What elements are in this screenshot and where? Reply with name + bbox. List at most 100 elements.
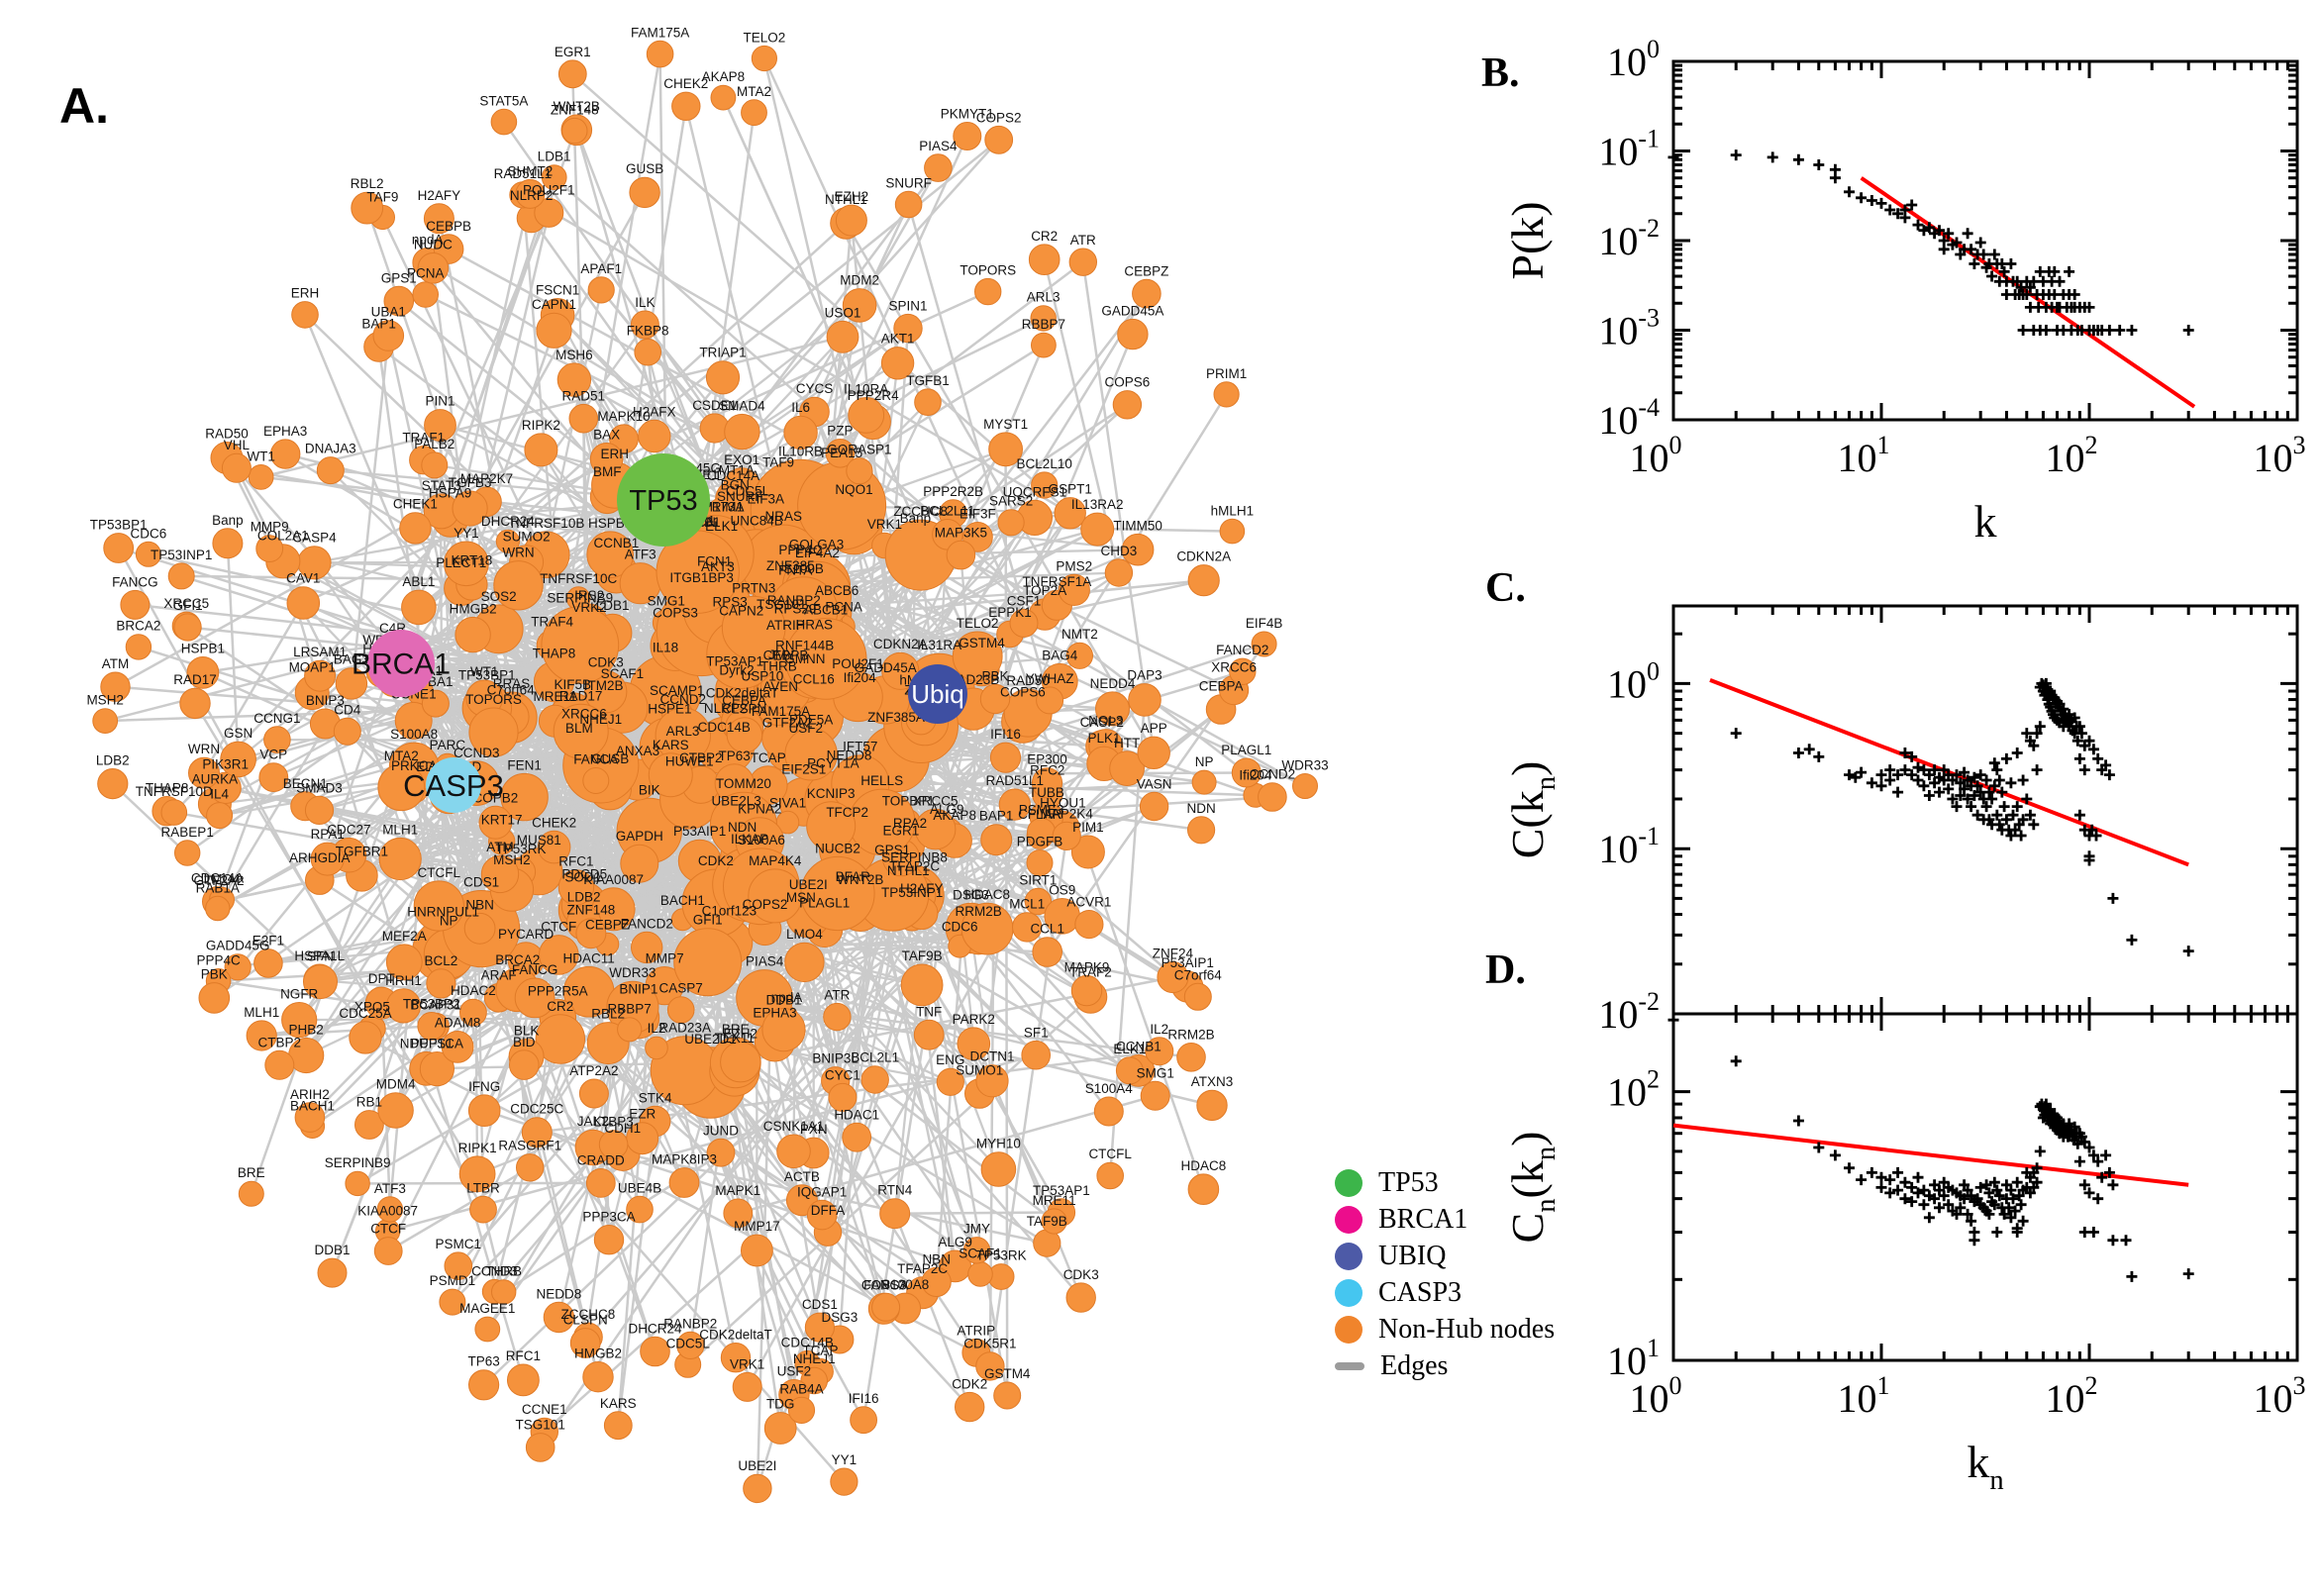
tick-label: 10-2 <box>1598 987 1660 1037</box>
axis-title: C(kn) <box>1502 761 1562 859</box>
network-node <box>881 651 920 690</box>
network-node <box>975 1064 1009 1098</box>
network-node <box>1030 305 1057 332</box>
network-node <box>1191 769 1217 795</box>
network-node <box>784 618 867 700</box>
network-node <box>589 443 624 476</box>
network-graph: TP53RKKIAA0087THAP8CDC14BDSG3NTHL1SNURFC… <box>86 25 1329 1504</box>
network-node <box>585 1168 616 1198</box>
network-node <box>586 531 635 579</box>
panel-a-label: A. <box>59 78 109 134</box>
network-node <box>167 562 195 590</box>
network-node <box>751 45 778 72</box>
network-node <box>914 388 942 417</box>
network-node <box>304 659 337 692</box>
network-node <box>467 1094 501 1127</box>
network-node <box>587 276 615 304</box>
network-node <box>413 880 464 932</box>
network-node <box>998 788 1031 821</box>
network-node <box>848 397 885 434</box>
legend-item: BRCA1 <box>1335 1201 1555 1238</box>
network-node <box>997 509 1025 537</box>
network-node <box>806 1199 838 1231</box>
network-node <box>253 948 283 978</box>
network-node <box>421 689 450 718</box>
network-node <box>1031 471 1059 499</box>
network-node <box>1137 736 1170 769</box>
legend-node-swatch <box>1335 1315 1363 1344</box>
network-node <box>952 631 1003 682</box>
legend-node-swatch <box>1335 1205 1363 1234</box>
legend-item: CASP3 <box>1335 1274 1555 1311</box>
network-node <box>419 1051 454 1087</box>
network-node <box>426 968 456 999</box>
tick-label: 100 <box>1607 656 1660 706</box>
network-node <box>1139 791 1169 822</box>
network-node <box>556 362 592 397</box>
network-node <box>724 413 760 450</box>
network-node <box>495 529 521 553</box>
network-node <box>913 1019 945 1050</box>
network-node <box>524 433 558 467</box>
network-node <box>962 1237 991 1264</box>
tick-label: 102 <box>2046 1371 2098 1421</box>
network-node <box>575 918 607 949</box>
network-node <box>826 320 859 353</box>
network-node <box>1140 1080 1170 1111</box>
network-node <box>561 117 588 145</box>
network-node <box>668 1167 700 1198</box>
network-node <box>1176 1043 1206 1072</box>
data-points <box>1667 150 2194 336</box>
network-node <box>537 830 571 864</box>
network-node <box>776 1134 811 1169</box>
network-node <box>806 801 857 851</box>
network-node <box>1074 910 1104 940</box>
network-node <box>378 837 422 881</box>
network-node <box>741 1234 773 1267</box>
network-node <box>286 586 321 620</box>
network-node <box>349 1021 382 1054</box>
legend-label: Edges <box>1380 1349 1449 1381</box>
network-node <box>879 1198 911 1230</box>
legend-label: TP53 <box>1378 1166 1439 1198</box>
network-node <box>423 203 454 235</box>
network-node <box>720 1042 761 1083</box>
network-node <box>377 1092 414 1129</box>
network-node <box>629 176 660 209</box>
network-node <box>640 1336 670 1367</box>
network-node <box>980 1151 1017 1187</box>
network-node <box>723 1198 754 1229</box>
network-node <box>1024 887 1053 916</box>
network-node <box>310 842 345 876</box>
network-legend: TP53 BRCA1 UBIQ CASP3 Non-Hub nodes Edges <box>1335 1164 1555 1384</box>
legend-label: UBIQ <box>1378 1240 1447 1271</box>
network-node <box>304 795 335 826</box>
network-node <box>1070 835 1105 869</box>
network-node <box>860 1065 889 1094</box>
network-node <box>648 752 693 798</box>
network-node <box>303 964 338 1000</box>
network-node <box>500 772 549 822</box>
network-node <box>539 935 579 975</box>
network-node <box>1009 608 1039 638</box>
tick-label: 103 <box>2254 1371 2306 1421</box>
network-node <box>493 560 544 611</box>
network-node <box>800 855 875 932</box>
network-node <box>726 717 763 753</box>
network-node <box>480 854 520 894</box>
network-node <box>281 1002 318 1039</box>
axis-title: P(k) <box>1502 201 1553 279</box>
network-node <box>823 1002 852 1032</box>
network-node <box>630 310 659 340</box>
network-node <box>732 1371 762 1402</box>
network-node <box>255 535 284 562</box>
network-node <box>1213 381 1240 408</box>
legend-node-swatch <box>1335 1168 1363 1197</box>
network-node <box>264 1049 295 1080</box>
tick-label: 101 <box>1838 431 1890 480</box>
tick-label: 100 <box>1630 431 1682 480</box>
network-node <box>568 403 599 434</box>
tick-label: 10-3 <box>1598 304 1660 353</box>
network-node <box>582 767 610 794</box>
